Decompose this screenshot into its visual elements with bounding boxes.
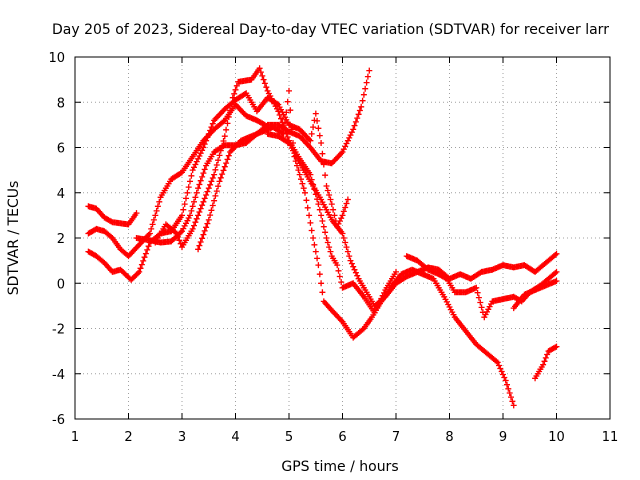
- y-tick-label: -4: [52, 368, 65, 383]
- x-tick-label: 6: [338, 430, 346, 445]
- x-axis-label: GPS time / hours: [281, 459, 398, 475]
- y-tick-label: 2: [57, 232, 65, 247]
- series-track-g: [510, 278, 560, 312]
- series-track-h: [532, 343, 560, 382]
- x-axis-ticks: 1 2 3 4 5 6 7 8 9 10 11: [71, 57, 618, 445]
- series-track-d: [152, 65, 399, 316]
- x-tick-label: 3: [178, 430, 186, 445]
- y-tick-label: 8: [57, 96, 65, 111]
- data-point-markers: [152, 65, 399, 316]
- y-tick-label: 6: [57, 142, 65, 157]
- x-tick-label: 4: [231, 430, 239, 445]
- x-tick-label: 9: [499, 430, 507, 445]
- series-track-e: [195, 87, 517, 409]
- data-point-markers: [510, 278, 560, 312]
- data-point-markers: [85, 101, 560, 309]
- x-tick-label: 5: [285, 430, 293, 445]
- y-axis-ticks: -6 -4 -2 0 2 4 6 8 10: [48, 51, 610, 428]
- data-point-markers: [195, 87, 517, 409]
- x-tick-label: 11: [602, 430, 619, 445]
- y-tick-label: 10: [48, 51, 65, 66]
- x-tick-label: 8: [445, 430, 453, 445]
- chart-title: Day 205 of 2023, Sidereal Day-to-day VTE…: [52, 22, 609, 38]
- y-tick-label: 4: [57, 187, 65, 202]
- x-tick-label: 7: [392, 430, 400, 445]
- y-tick-label: 0: [57, 277, 65, 292]
- y-tick-label: -6: [52, 413, 65, 428]
- series-track-c: [85, 90, 351, 283]
- series-track-b: [85, 101, 560, 309]
- data-layer: [85, 65, 560, 409]
- data-point-markers: [532, 343, 560, 382]
- x-tick-label: 2: [124, 430, 132, 445]
- y-tick-label: -2: [52, 323, 65, 338]
- y-axis-label: SDTVAR / TECUs: [6, 181, 22, 296]
- x-tick-label: 1: [71, 430, 79, 445]
- data-point-markers: [85, 90, 351, 283]
- x-tick-label: 10: [548, 430, 565, 445]
